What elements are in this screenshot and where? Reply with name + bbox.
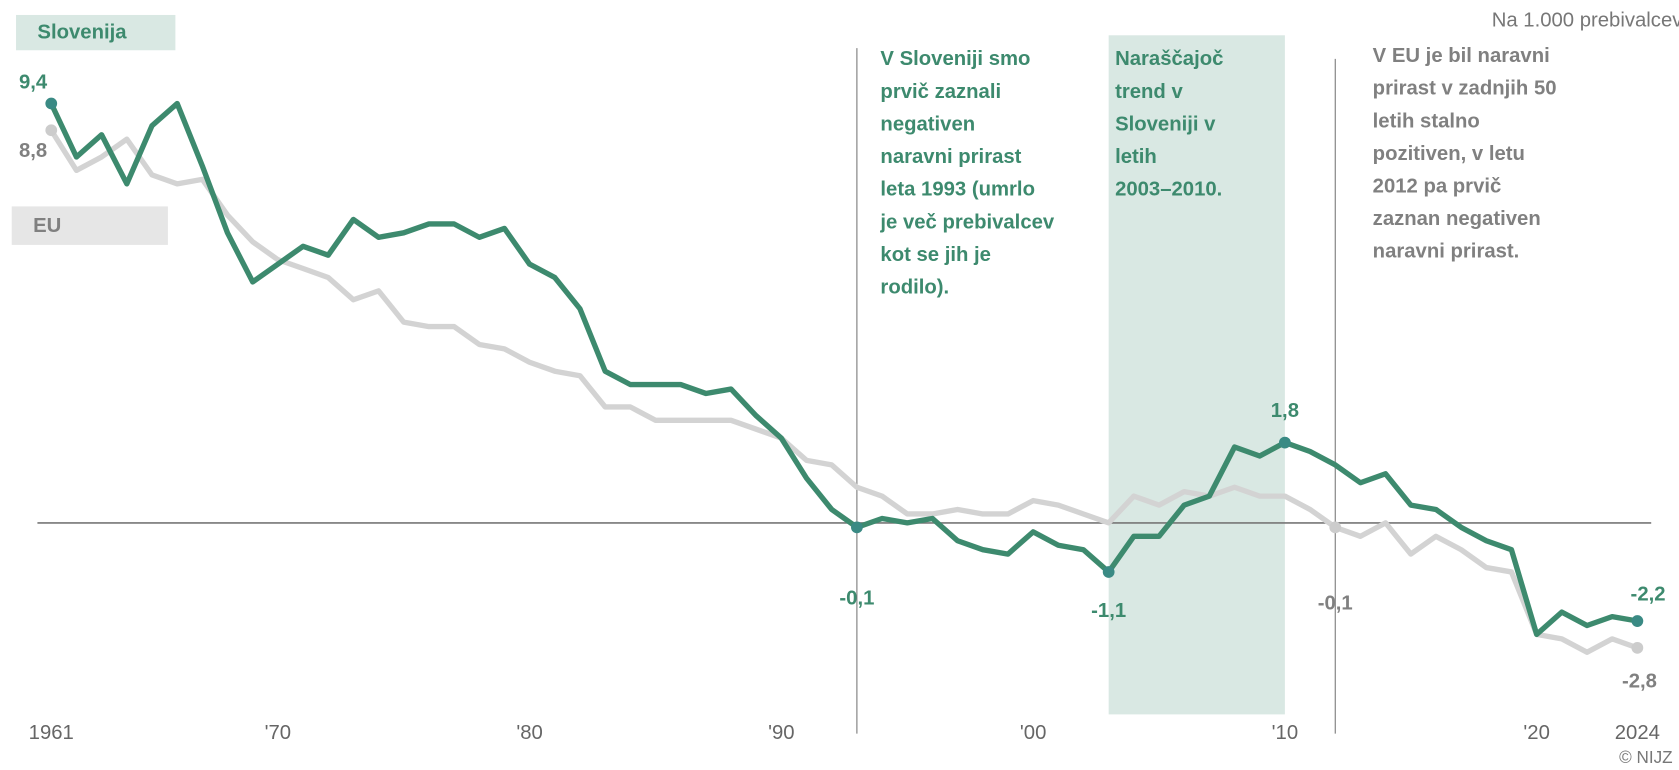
annotation-text: 2003–2010. — [1115, 179, 1222, 201]
legend-label: EU — [33, 215, 61, 237]
annotation-text: Naraščajoč — [1115, 48, 1223, 70]
x-tick-label: '80 — [516, 722, 542, 744]
annotation-text: prirast v zadnjih 50 — [1373, 78, 1557, 100]
data-label: -2,8 — [1622, 670, 1657, 692]
data-label: -2,2 — [1631, 584, 1666, 606]
x-tick-label: '20 — [1523, 722, 1549, 744]
annotation-text: kot se jih je — [880, 244, 991, 266]
data-point — [1279, 436, 1291, 449]
annotation-text: rodilo). — [880, 277, 949, 299]
data-point — [1329, 521, 1342, 534]
x-tick-label: 1961 — [29, 722, 74, 744]
highlight-band — [1108, 35, 1285, 715]
annotation-text: zaznan negativen — [1373, 208, 1541, 230]
annotation-text: letih stalno — [1373, 110, 1480, 132]
annotation-text: naravni prirast. — [1373, 241, 1520, 263]
legend-label: Slovenija — [37, 22, 127, 44]
data-label: 1,8 — [1271, 400, 1299, 422]
annotation-text: je več prebivalcev — [879, 211, 1054, 233]
data-point — [851, 521, 863, 534]
annotation-text: trend v — [1115, 81, 1183, 103]
series-line — [48, 128, 1639, 655]
annotation-text: negativen — [880, 113, 975, 135]
data-label: -1,1 — [1091, 600, 1126, 622]
data-point — [1631, 641, 1644, 654]
data-point — [1102, 566, 1115, 578]
unit-label: Na 1.000 prebivalcev — [1492, 10, 1679, 32]
annotation-text: pozitiven, v letu — [1373, 143, 1525, 165]
annotation-text: Sloveniji v — [1115, 113, 1216, 135]
data-label: 9,4 — [19, 72, 48, 94]
annotation-text: 2012 pa prvič — [1373, 176, 1502, 198]
legend-box — [11, 206, 168, 245]
x-tick-label: '10 — [1272, 722, 1298, 744]
annotation-text: V Sloveniji smo — [880, 48, 1030, 70]
source: © NIJZ — [1619, 748, 1672, 767]
annotation-text: V EU je bil naravni — [1373, 45, 1550, 67]
annotation-text: letih — [1115, 146, 1157, 168]
x-tick-label: '70 — [265, 722, 291, 744]
data-label: -0,1 — [839, 587, 874, 609]
annotation-text: naravni prirast — [880, 146, 1021, 168]
data-label: -0,1 — [1318, 593, 1353, 615]
annotation-text: prvič zaznali — [880, 81, 1001, 103]
x-tick-label: '00 — [1020, 722, 1046, 744]
data-point — [1631, 615, 1644, 627]
annotation-text: leta 1993 (umrlo — [880, 179, 1035, 201]
series-line — [48, 100, 1638, 638]
data-label: 8,8 — [19, 140, 47, 162]
data-point — [45, 124, 58, 137]
legend-box — [16, 14, 176, 51]
data-point — [45, 97, 58, 110]
x-tick-label: 2024 — [1615, 722, 1660, 744]
x-tick-label: '90 — [768, 722, 794, 744]
